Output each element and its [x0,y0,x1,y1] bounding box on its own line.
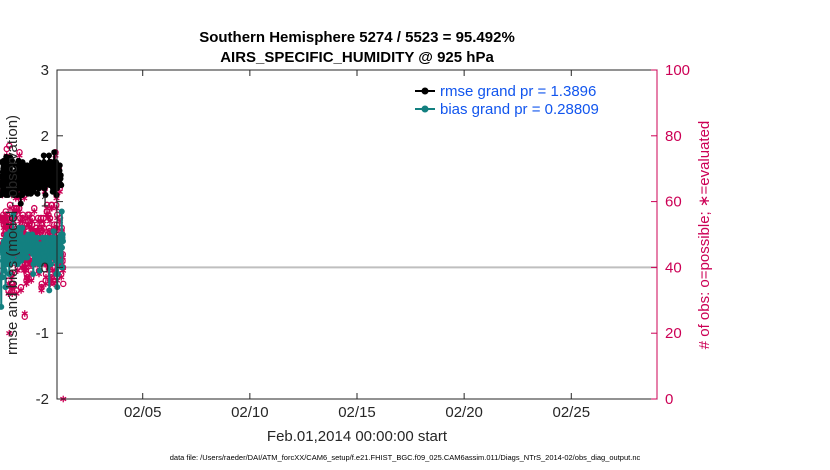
y-right-tick-label: 0 [665,391,673,408]
x-tick-label: 02/25 [553,404,591,421]
bias-marker [34,234,41,241]
y-axis-left-label: rmse and bias (model - observation) [4,115,21,355]
chart-title-line1: Southern Hemisphere 5274 / 5523 = 95.492… [199,29,515,46]
rmse-marker [56,162,63,169]
obs-evaluated-marker [29,218,36,225]
bias-marker [50,228,57,235]
rmse-marker [9,157,15,164]
bias-marker [60,238,66,245]
obs-evaluated-marker [6,329,13,337]
obs-evaluated-marker [40,218,47,225]
obs-evaluated-marker [17,287,25,294]
bias-marker [59,244,65,251]
rmse-marker [58,182,65,189]
legend-rmse-marker [421,87,429,95]
x-axis-label: Feb.01,2014 00:00:00 start [267,428,448,445]
y-right-tick-label: 60 [665,194,682,211]
y-left-tick-label: 3 [41,62,49,79]
y-right-tick-label: 100 [665,62,690,79]
y-left-tick-label: 1 [41,194,49,211]
bias-marker [58,208,65,215]
obs-evaluated-marker [13,290,20,298]
x-tick-label: 02/20 [445,404,483,421]
obs-evaluated-marker [6,204,14,212]
y-left-tick-label: -2 [36,391,49,408]
legend-rmse-label: rmse grand pr = 1.3896 [440,83,596,100]
bias-marker [36,267,43,274]
bias-marker [48,261,54,268]
y-axis-right-label: # of obs: o=possible; ∗=evaluated [696,121,713,350]
bias-marker [1,267,8,274]
obs-evaluated-marker [53,204,60,212]
obs-evaluated-marker [40,227,47,235]
y-left-tick-label: 2 [41,128,49,145]
bias-marker [38,261,44,268]
y-right-tick-label: 40 [665,259,682,276]
legend-bias-label: bias grand pr = 0.28809 [440,101,599,118]
obs-evaluated-marker [9,283,16,291]
bias-marker [30,270,37,277]
bias-marker [55,270,61,277]
y-right-tick-label: 20 [665,325,682,342]
rmse-marker [17,200,24,207]
bias-marker [6,270,13,277]
y-right-tick-label: 80 [665,128,682,145]
bias-marker [46,287,53,294]
x-tick-label: 02/10 [231,404,269,421]
obs-evaluated-marker [28,277,35,284]
obs-evaluated-marker [22,267,29,274]
rmse-marker [51,149,58,156]
obs-evaluated-marker [28,224,36,232]
bias-marker [0,274,6,281]
rmse-marker [40,152,47,159]
bias-marker [24,254,31,261]
rmse-marker [56,167,63,174]
bias-marker [7,261,13,268]
bias-marker [19,224,26,231]
bias-marker [2,284,9,291]
obs-evaluated-marker [16,152,23,159]
bias-marker [59,231,66,238]
obs-possible-marker [6,142,13,149]
obs-evaluated-marker [38,283,45,291]
rmse-marker [8,162,14,169]
y-left-tick-label: 0 [41,259,49,276]
plot-frame [56,69,658,400]
bias-marker [0,303,5,310]
data-file-footnote: data file: /Users/raeder/DAI/ATM_forcXX/… [170,453,641,462]
y-left-tick-label: -1 [36,325,49,342]
obs-evaluated-marker [4,218,11,225]
obs-evaluated-marker [21,310,28,317]
bias-marker [10,211,17,218]
x-tick-label: 02/15 [338,404,376,421]
obs-evaluated-marker [14,267,21,274]
x-tick-label: 02/05 [124,404,162,421]
plot-area [0,142,657,403]
rmse-marker [46,152,52,159]
obs-evaluated-marker [16,208,23,215]
legend: rmse grand pr = 1.3896 bias grand pr = 0… [415,83,599,118]
rmse-marker [57,172,64,179]
rmse-marker [34,190,41,197]
obs-evaluated-marker [46,218,54,225]
axes: 02/05 02/10 02/15 02/20 02/25 -2 -1 0 1 2 3 0 20 40 60… [36,62,690,421]
rmse-marker [42,192,49,199]
obs-possible-marker [60,280,67,288]
legend-bias-marker [421,105,429,113]
chart-title-line2: AIRS_SPECIFIC_HUMIDITY @ 925 hPa [220,49,494,66]
obs-evaluated-marker [31,208,38,215]
